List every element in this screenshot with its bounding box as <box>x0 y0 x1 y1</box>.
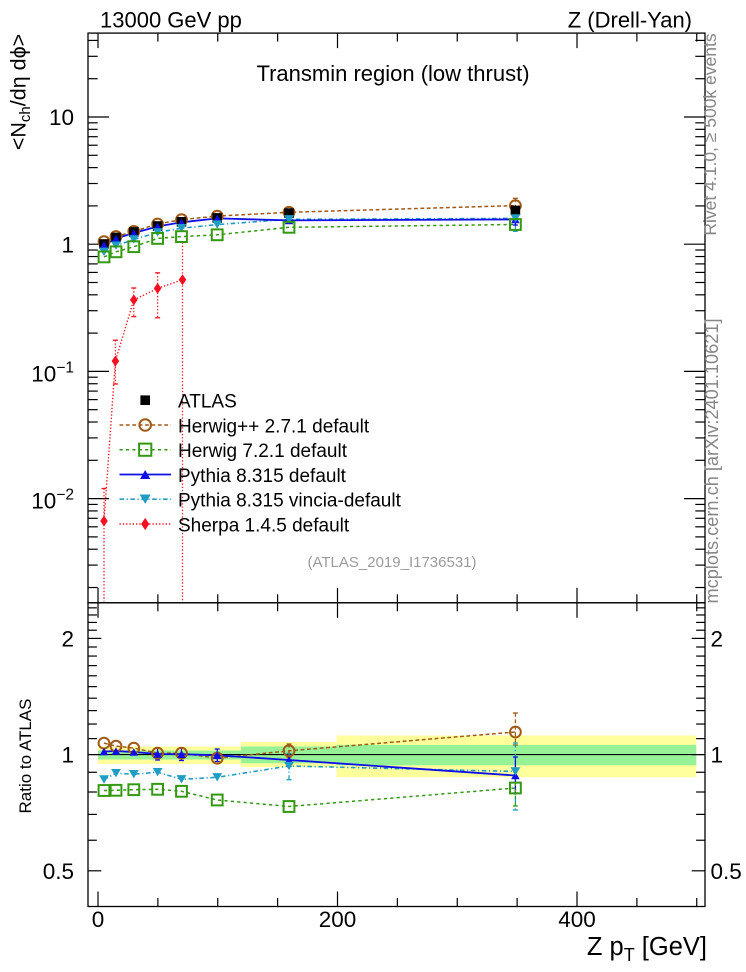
svg-text:2: 2 <box>711 626 724 651</box>
svg-text:0.5: 0.5 <box>43 859 74 884</box>
svg-text:Pythia 8.315 vincia-default: Pythia 8.315 vincia-default <box>178 491 402 512</box>
svg-text:mcplots.cern.ch [arXiv:2401.10: mcplots.cern.ch [arXiv:2401.10621] <box>702 318 722 603</box>
svg-text:ATLAS: ATLAS <box>178 392 237 413</box>
svg-text:Z (Drell-Yan): Z (Drell-Yan) <box>568 7 692 32</box>
svg-text:Ratio to ATLAS: Ratio to ATLAS <box>16 699 35 814</box>
svg-text:1: 1 <box>711 743 724 768</box>
svg-text:1: 1 <box>61 743 74 768</box>
svg-text:Z pT [GeV]: Z pT [GeV] <box>587 933 707 965</box>
svg-text:Rivet 4.1.0, ≥ 500k events: Rivet 4.1.0, ≥ 500k events <box>700 33 720 235</box>
svg-text:<Nch/dη dϕ>: <Nch/dη dϕ> <box>7 34 35 150</box>
svg-text:0.5: 0.5 <box>711 859 742 884</box>
svg-text:2: 2 <box>61 626 74 651</box>
svg-text:Pythia 8.315 default: Pythia 8.315 default <box>178 466 347 487</box>
svg-text:Sherpa 1.4.5 default: Sherpa 1.4.5 default <box>178 515 350 536</box>
svg-text:0: 0 <box>92 907 105 932</box>
svg-text:(ATLAS_2019_I1736531): (ATLAS_2019_I1736531) <box>307 554 476 571</box>
svg-text:1: 1 <box>61 232 74 257</box>
svg-text:200: 200 <box>319 907 357 932</box>
svg-text:Herwig++ 2.7.1 default: Herwig++ 2.7.1 default <box>178 416 370 437</box>
svg-text:10: 10 <box>49 105 74 130</box>
svg-text:13000 GeV pp: 13000 GeV pp <box>100 7 242 32</box>
svg-text:400: 400 <box>558 907 596 932</box>
svg-text:Transmin region (low thrust): Transmin region (low thrust) <box>256 61 529 86</box>
svg-text:Herwig 7.2.1 default: Herwig 7.2.1 default <box>178 441 348 462</box>
